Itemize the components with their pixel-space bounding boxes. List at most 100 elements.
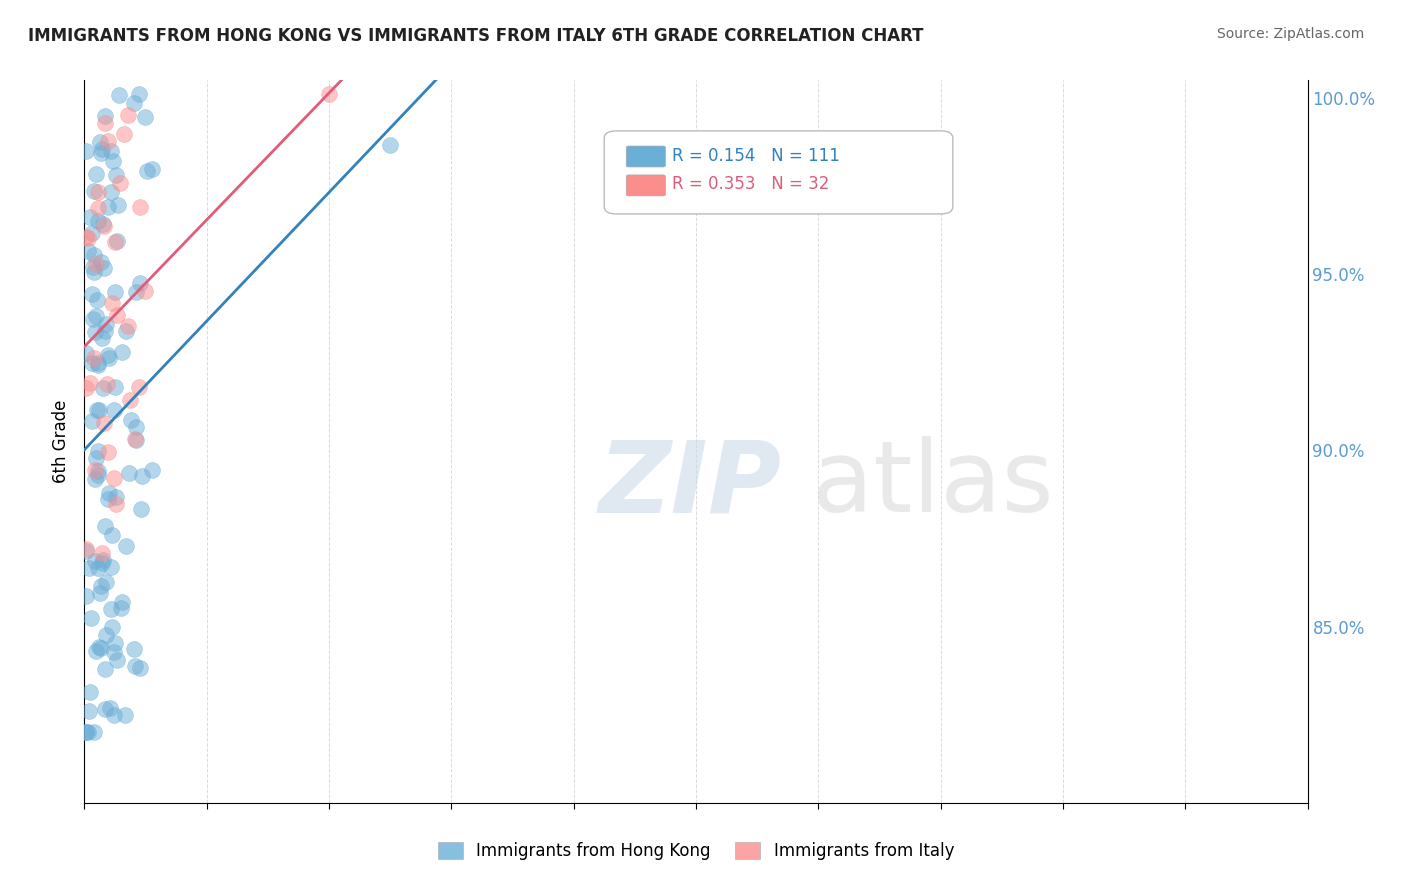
- Text: R = 0.154   N = 111: R = 0.154 N = 111: [672, 147, 839, 165]
- Point: [75, 381, 97, 395]
- Point: [84, 450, 107, 465]
- Point: [100, 602, 122, 616]
- Point: [122, 641, 145, 656]
- Point: [94, 575, 117, 590]
- Point: [380, 137, 402, 152]
- Point: [89, 586, 111, 600]
- Point: [86, 644, 108, 658]
- Point: [89, 254, 111, 268]
- Point: [117, 318, 139, 333]
- Point: [87, 358, 110, 372]
- Point: [75, 724, 97, 739]
- Point: [76, 231, 98, 245]
- Point: [100, 619, 122, 633]
- Point: [97, 445, 120, 459]
- Point: [124, 95, 146, 110]
- Point: [82, 414, 104, 428]
- Point: [128, 87, 150, 102]
- Point: [93, 381, 115, 395]
- Point: [112, 127, 135, 141]
- Point: [87, 467, 110, 482]
- Point: [80, 611, 103, 625]
- Point: [97, 491, 120, 506]
- Point: [104, 490, 127, 504]
- Point: [80, 287, 103, 301]
- Point: [129, 501, 152, 516]
- Point: [141, 463, 163, 477]
- Point: [125, 433, 148, 447]
- Point: [115, 539, 138, 553]
- Legend: Immigrants from Hong Kong, Immigrants from Italy: Immigrants from Hong Kong, Immigrants fr…: [432, 835, 960, 867]
- Point: [84, 472, 107, 486]
- Point: [91, 553, 114, 567]
- Point: [84, 309, 107, 323]
- Point: [87, 213, 110, 227]
- Point: [97, 486, 120, 500]
- Point: [141, 161, 163, 176]
- Point: [128, 380, 150, 394]
- Point: [100, 560, 122, 574]
- Point: [97, 200, 120, 214]
- Point: [90, 142, 112, 156]
- Point: [104, 636, 127, 650]
- Point: [103, 708, 125, 723]
- Point: [318, 87, 340, 102]
- Point: [100, 185, 122, 199]
- Point: [117, 108, 139, 122]
- Point: [83, 351, 105, 365]
- Point: [91, 556, 114, 570]
- Point: [125, 419, 148, 434]
- Point: [79, 376, 101, 390]
- Point: [75, 346, 97, 360]
- Point: [82, 312, 104, 326]
- Point: [83, 264, 105, 278]
- Point: [87, 185, 110, 199]
- Point: [77, 560, 100, 574]
- Point: [84, 167, 107, 181]
- Point: [104, 235, 127, 249]
- Point: [84, 256, 107, 270]
- Point: [93, 702, 115, 716]
- Point: [105, 168, 128, 182]
- Point: [101, 528, 124, 542]
- Point: [114, 707, 136, 722]
- Point: [136, 164, 159, 178]
- Point: [75, 544, 97, 558]
- Point: [82, 226, 104, 240]
- Point: [97, 351, 120, 365]
- Point: [111, 345, 134, 359]
- Point: [129, 276, 152, 290]
- Point: [94, 518, 117, 533]
- Point: [87, 403, 110, 417]
- Point: [84, 463, 107, 477]
- Point: [90, 640, 112, 655]
- Point: [118, 466, 141, 480]
- Point: [91, 217, 114, 231]
- Point: [87, 356, 110, 370]
- Point: [94, 662, 117, 676]
- Point: [87, 464, 110, 478]
- Point: [100, 296, 122, 310]
- Point: [104, 497, 127, 511]
- Point: [86, 560, 108, 574]
- Point: [77, 704, 100, 718]
- Point: [125, 285, 148, 299]
- Point: [87, 201, 110, 215]
- Point: [75, 542, 97, 557]
- Point: [93, 219, 115, 233]
- Point: [97, 348, 120, 362]
- Point: [124, 432, 146, 446]
- Point: [129, 661, 152, 675]
- Point: [96, 317, 118, 331]
- Point: [87, 444, 110, 458]
- Point: [103, 645, 125, 659]
- Point: [134, 284, 156, 298]
- Point: [108, 177, 131, 191]
- Point: [103, 153, 125, 168]
- Point: [90, 145, 112, 160]
- Point: [82, 356, 104, 370]
- Y-axis label: 6th Grade: 6th Grade: [52, 400, 70, 483]
- Text: R = 0.353   N = 32: R = 0.353 N = 32: [672, 175, 830, 193]
- Point: [89, 135, 111, 149]
- Point: [131, 468, 153, 483]
